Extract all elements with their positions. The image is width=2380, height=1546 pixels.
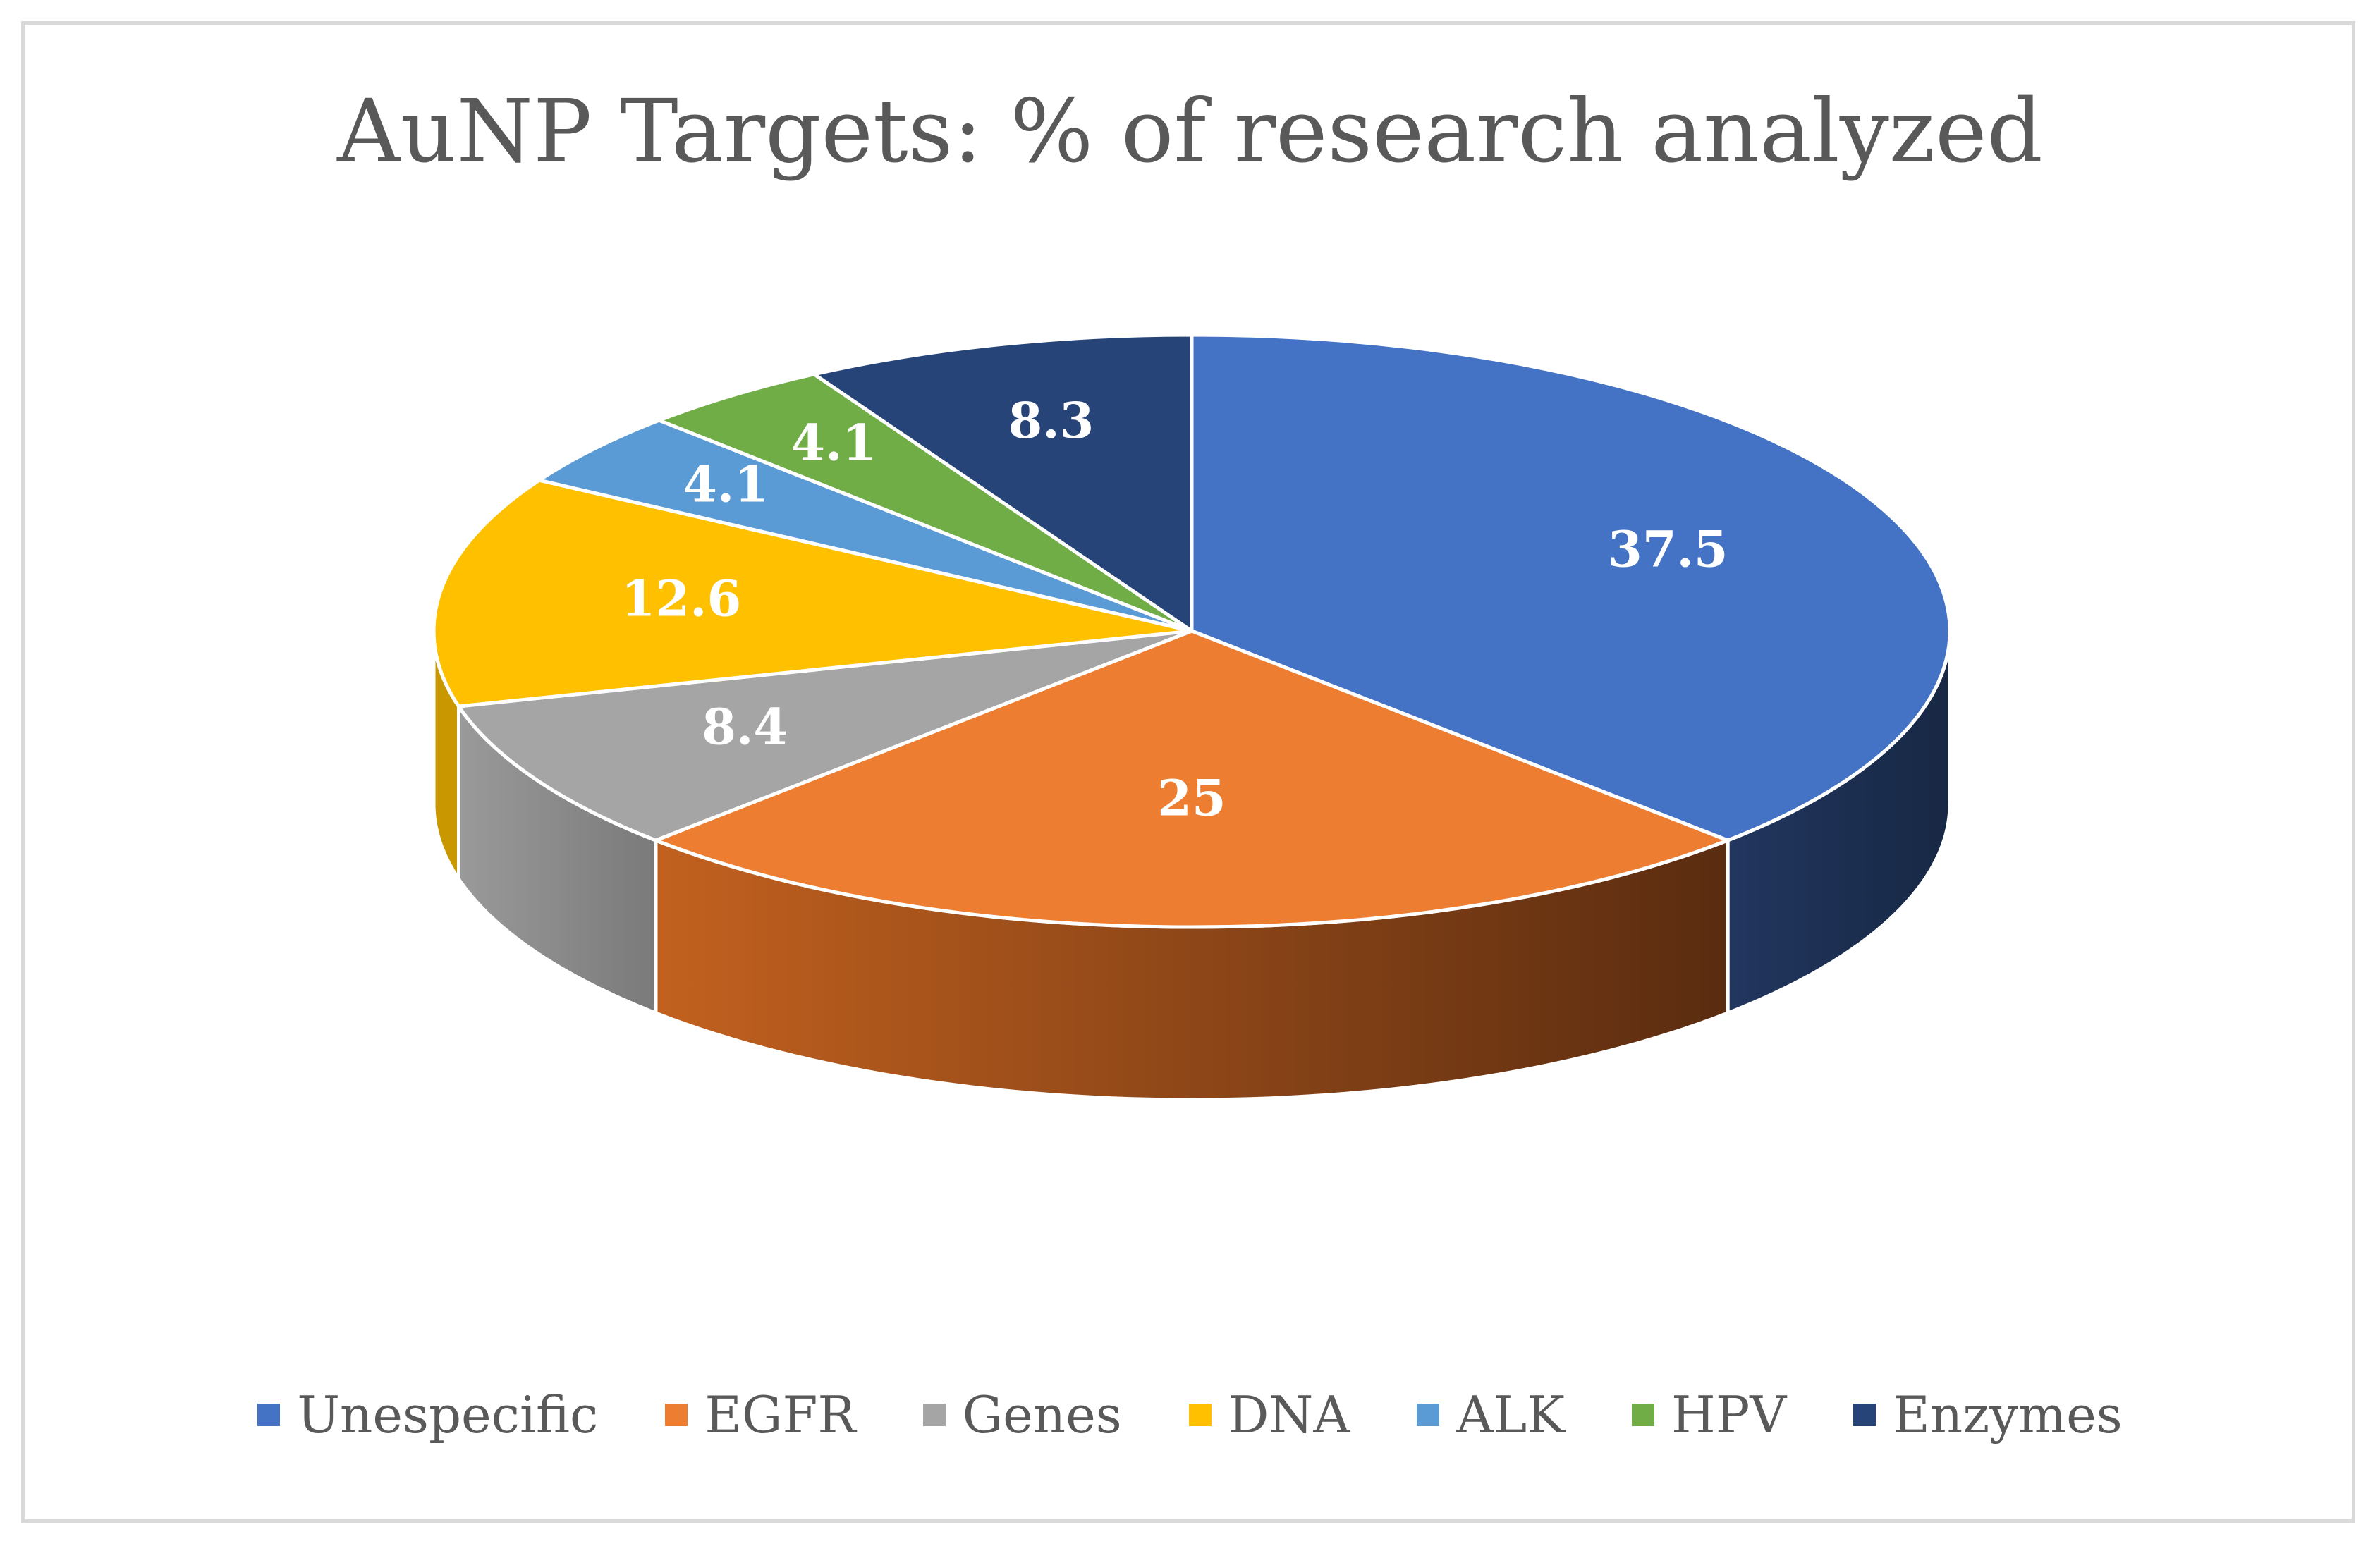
legend-swatch: [1417, 1404, 1440, 1426]
legend-item-unespecific: Unespecific: [257, 1385, 598, 1444]
pie-slice-hpv: [657, 372, 1194, 633]
data-label-hpv: 4.1: [791, 413, 877, 472]
legend-item-egfr: EGFR: [665, 1385, 856, 1444]
legend-swatch: [1632, 1404, 1655, 1426]
legend-swatch: [665, 1404, 688, 1426]
chart-title: AuNP Targets: % of research analyzed: [337, 81, 2043, 183]
legend-item-hpv: HPV: [1632, 1385, 1786, 1444]
pie-slice-alk: [537, 418, 1194, 633]
legend-item-dna: DNA: [1188, 1385, 1350, 1444]
data-label-egfr: 25: [1157, 769, 1226, 828]
data-label-dna: 12.6: [621, 570, 742, 628]
legend-label: ALK: [1456, 1385, 1566, 1444]
legend-label: EGFR: [704, 1385, 856, 1444]
legend-item-enzymes: Enzymes: [1853, 1385, 2123, 1444]
legend-swatch: [1188, 1404, 1212, 1426]
legend-label: DNA: [1228, 1385, 1350, 1444]
legend-swatch: [1853, 1404, 1876, 1426]
data-label-alk: 4.1: [683, 455, 769, 513]
legend-label: Unespecific: [297, 1385, 599, 1444]
data-label-unespecific: 37.5: [1608, 520, 1728, 579]
pie-slice-enzymes: [812, 333, 1194, 633]
data-label-enzymes: 8.3: [1008, 391, 1094, 450]
legend-swatch: [257, 1404, 281, 1426]
legend-item-genes: Genes: [922, 1385, 1122, 1444]
pie-slice-dna: [432, 478, 1194, 708]
pie-slice-genes: [457, 629, 1194, 842]
pie-labels: 37.5 25 8.4 12.6 4.1 4.1 8.3: [621, 391, 1728, 828]
pie-tops: [432, 333, 1952, 929]
legend-swatch: [922, 1404, 946, 1426]
legend-label: Enzymes: [1893, 1385, 2123, 1444]
pie-slice-egfr: [654, 629, 1730, 929]
pie-slice-unespecific: [1190, 333, 1952, 842]
legend: Unespecific EGFR Genes DNA ALK HPV Enzymes: [0, 1385, 2380, 1444]
legend-label: HPV: [1671, 1385, 1787, 1444]
legend-label: Genes: [962, 1385, 1122, 1444]
data-label-genes: 8.4: [702, 697, 788, 756]
legend-item-alk: ALK: [1417, 1385, 1565, 1444]
